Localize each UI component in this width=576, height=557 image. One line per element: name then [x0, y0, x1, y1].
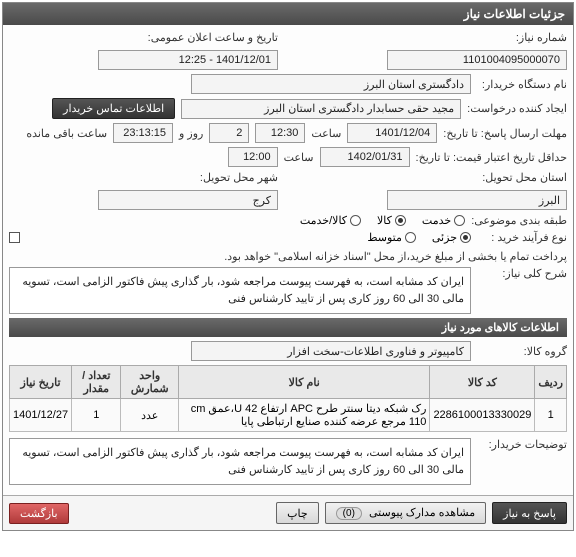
td-unit: عدد: [121, 399, 179, 432]
buyer-notes-label: توضیحات خریدار:: [477, 438, 567, 451]
table-header-row: ردیف کد کالا نام کالا واحد شمارش تعداد /…: [10, 366, 567, 399]
time-label-2: ساعت: [284, 151, 314, 164]
goods-table: ردیف کد کالا نام کالا واحد شمارش تعداد /…: [9, 365, 567, 432]
deadline-date-field: 1401/12/04: [347, 123, 437, 143]
day-label: روز و: [179, 127, 203, 140]
radio-label: جزئی: [432, 231, 457, 244]
radio-label: کالا: [377, 214, 392, 227]
category-label: طبقه بندی موضوعی:: [471, 214, 567, 227]
footer-bar: پاسخ به نیاز مشاهده مدارک پیوستی (0) چاپ…: [3, 495, 573, 530]
th-qty: تعداد / مقدار: [72, 366, 121, 399]
goods-group-label: گروه کالا:: [477, 345, 567, 358]
td-qty: 1: [72, 399, 121, 432]
radio-label: خدمت: [422, 214, 451, 227]
need-number-field: 1101004095000070: [387, 50, 567, 70]
process-partial-radio[interactable]: جزئی: [432, 231, 471, 244]
city-field: کرج: [98, 190, 278, 210]
category-both-radio[interactable]: کالا/خدمت: [300, 214, 361, 227]
radio-icon: [395, 215, 406, 226]
th-unit: واحد شمارش: [121, 366, 179, 399]
radio-label: کالا/خدمت: [300, 214, 347, 227]
goods-group-field: کامپیوتر و فناوری اطلاعات-سخت افزار: [191, 341, 471, 361]
process-medium-radio[interactable]: متوسط: [367, 231, 416, 244]
th-name: نام کالا: [179, 366, 430, 399]
goods-section-header: اطلاعات کالاهای مورد نیاز: [9, 318, 567, 337]
category-goods-radio[interactable]: کالا: [377, 214, 406, 227]
td-date: 1401/12/27: [10, 399, 72, 432]
validity-label: حداقل تاریخ اعتبار قیمت: تا تاریخ:: [416, 151, 567, 164]
category-service-radio[interactable]: خدمت: [422, 214, 465, 227]
attachments-label: مشاهده مدارک پیوستی: [369, 507, 475, 519]
time-label-1: ساعت: [311, 127, 341, 140]
days-field: 2: [209, 123, 249, 143]
th-code: کد کالا: [430, 366, 535, 399]
buyer-field: دادگستری استان البرز: [191, 74, 471, 94]
announce-field: 1401/12/01 - 12:25: [98, 50, 278, 70]
creator-field: مجید حقی حسابدار دادگستری استان البرز: [181, 99, 461, 119]
panel-title: جزئیات اطلاعات نیاز: [3, 3, 573, 25]
th-date: تاریخ نیاز: [10, 366, 72, 399]
validity-date-field: 1402/01/31: [320, 147, 410, 167]
panel-body: شماره نیاز: 1101004095000070 تاریخ و ساع…: [3, 25, 573, 495]
details-panel: جزئیات اطلاعات نیاز شماره نیاز: 11010040…: [2, 2, 574, 531]
buyer-label: نام دستگاه خریدار:: [477, 78, 567, 91]
deadline-label: مهلت ارسال پاسخ: تا تاریخ:: [443, 127, 567, 140]
creator-label: ایجاد کننده درخواست:: [467, 102, 567, 115]
deadline-time-field: 12:30: [255, 123, 305, 143]
radio-icon: [460, 232, 471, 243]
print-button[interactable]: چاپ: [276, 502, 319, 524]
desc-label: شرح کلی نیاز:: [477, 267, 567, 280]
td-name: رک شبکه دیتا سنتر طرح APC ارتفاع 42 U،عم…: [179, 399, 430, 432]
city-label: شهر محل تحویل:: [188, 171, 278, 184]
radio-label: متوسط: [367, 231, 402, 244]
province-field: البرز: [387, 190, 567, 210]
attachments-button[interactable]: مشاهده مدارک پیوستی (0): [325, 502, 486, 524]
td-row: 1: [535, 399, 567, 432]
remain-time-field: 23:13:15: [113, 123, 173, 143]
pay-note: پرداخت تمام یا بخشی از مبلغ خرید،از محل …: [224, 250, 567, 263]
contact-button[interactable]: اطلاعات تماس خریدار: [52, 98, 175, 119]
radio-icon: [350, 215, 361, 226]
process-label: نوع فرآیند خرید :: [477, 231, 567, 244]
radio-icon: [454, 215, 465, 226]
desc-box: ایران کد مشابه است، به فهرست پیوست مراجع…: [9, 267, 471, 314]
need-number-label: شماره نیاز:: [477, 31, 567, 44]
remain-label: ساعت باقی مانده: [26, 127, 107, 140]
table-row: 1 2286100013330029 رک شبکه دیتا سنتر طرح…: [10, 399, 567, 432]
validity-time-field: 12:00: [228, 147, 278, 167]
radio-icon: [405, 232, 416, 243]
buyer-notes-box: ایران کد مشابه است، به فهرست پیوست مراجع…: [9, 438, 471, 485]
province-label: استان محل تحویل:: [477, 171, 567, 184]
attachments-count: (0): [336, 507, 362, 520]
back-button[interactable]: بازگشت: [9, 503, 69, 524]
reply-button[interactable]: پاسخ به نیاز: [492, 502, 567, 524]
th-row: ردیف: [535, 366, 567, 399]
announce-label: تاریخ و ساعت اعلان عمومی:: [138, 31, 278, 44]
td-code: 2286100013330029: [430, 399, 535, 432]
treasury-checkbox[interactable]: [9, 232, 20, 243]
